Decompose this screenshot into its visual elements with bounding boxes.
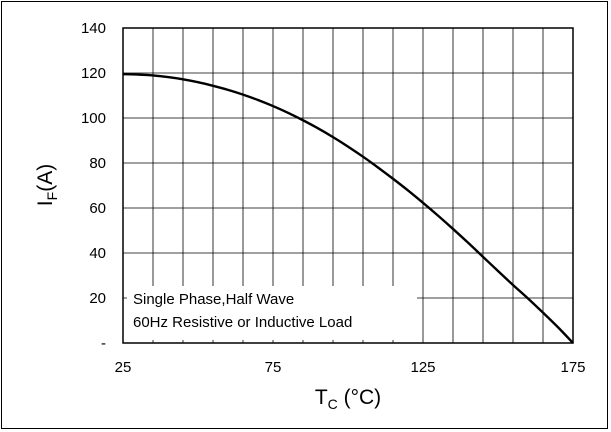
y-tick-labels: - 20 40 60 80 100 120 140 xyxy=(81,20,106,352)
y-tick-label: 120 xyxy=(81,65,106,82)
x-axis-label: TC (°C) xyxy=(315,386,381,412)
y-tick-label: 140 xyxy=(81,20,106,37)
y-tick-label: 20 xyxy=(89,290,106,307)
y-tick-label: 100 xyxy=(81,110,106,127)
y-tick-label: 60 xyxy=(89,200,106,217)
x-tick-labels: 25 75 125 175 xyxy=(115,359,586,376)
x-tick-label: 125 xyxy=(410,359,435,376)
series-line xyxy=(122,72,574,344)
y-tick-label: 80 xyxy=(89,155,106,172)
x-tick-label: 175 xyxy=(560,359,585,376)
y-axis-label: IF(A) xyxy=(34,164,60,206)
plot-border xyxy=(122,27,574,344)
x-tick-label: 75 xyxy=(265,359,282,376)
x-tick-label: 25 xyxy=(115,359,132,376)
y-tick-label: - xyxy=(101,335,106,352)
annotation-box: Single Phase,Half Wave 60Hz Resistive or… xyxy=(127,286,417,340)
y-tick-label: 40 xyxy=(89,245,106,262)
annotation-line-1: Single Phase,Half Wave xyxy=(133,291,294,308)
annotation-line-2: 60Hz Resistive or Inductive Load xyxy=(133,314,352,331)
